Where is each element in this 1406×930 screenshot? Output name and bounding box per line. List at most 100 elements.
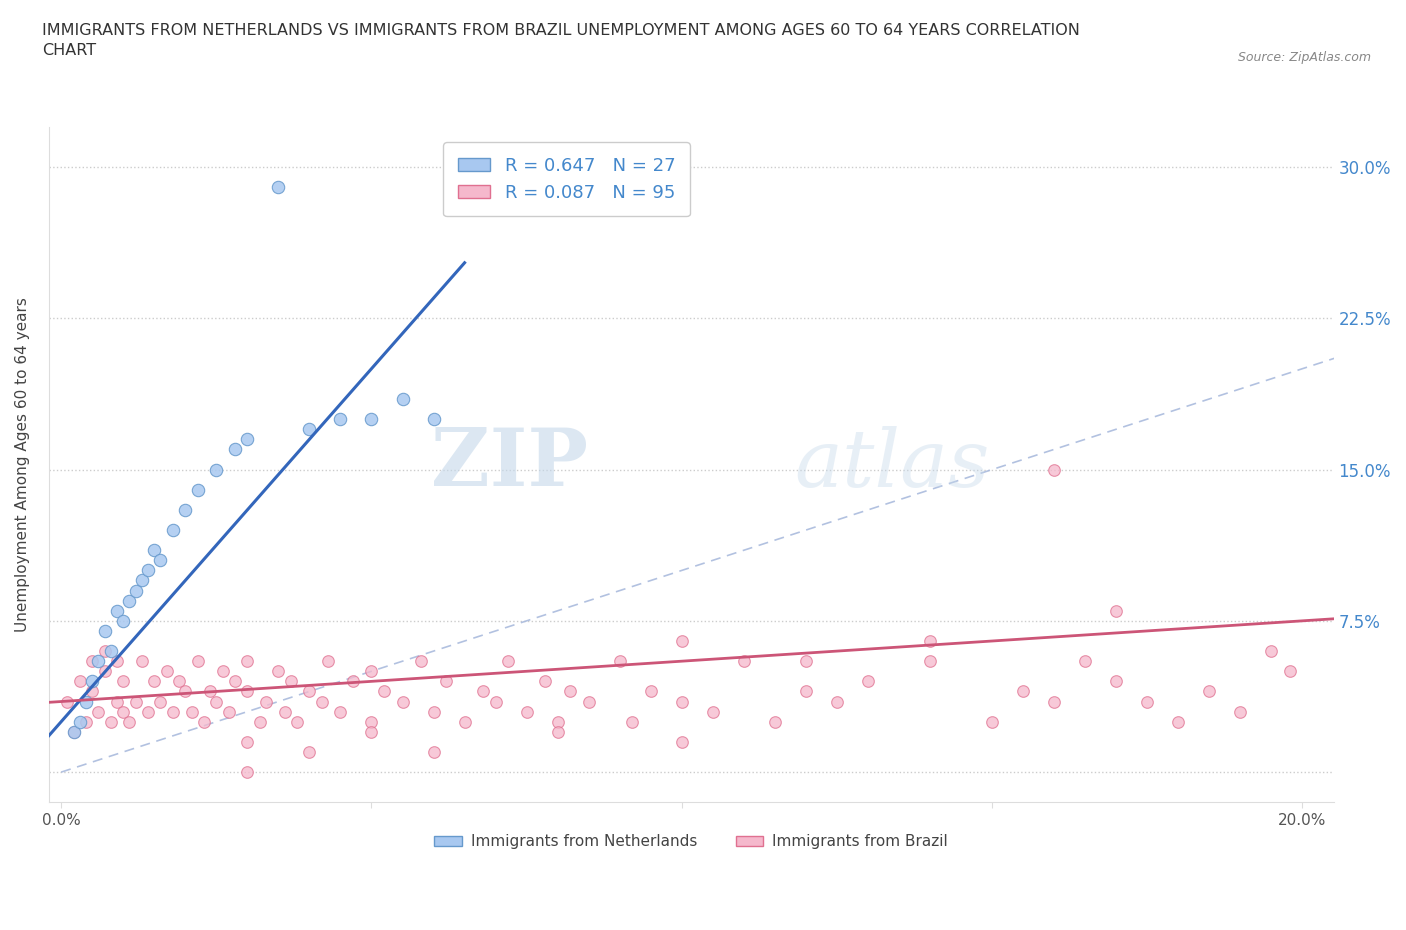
Point <box>236 654 259 669</box>
Point <box>920 654 942 669</box>
Point <box>267 179 290 194</box>
Point <box>112 614 135 629</box>
Point <box>249 714 271 729</box>
Point <box>671 633 693 648</box>
Point <box>254 694 277 709</box>
Text: Source: ZipAtlas.com: Source: ZipAtlas.com <box>1237 51 1371 64</box>
Point <box>280 674 302 689</box>
Point <box>920 633 942 648</box>
Point <box>558 684 581 698</box>
Point <box>267 664 290 679</box>
Point <box>1043 694 1066 709</box>
Point <box>329 704 352 719</box>
Point <box>143 543 166 558</box>
Point <box>609 654 631 669</box>
Point <box>422 412 444 427</box>
Point <box>149 694 172 709</box>
Point <box>640 684 662 698</box>
Point <box>93 664 115 679</box>
Point <box>342 674 364 689</box>
Point <box>198 684 221 698</box>
Point <box>1279 664 1302 679</box>
Point <box>187 483 209 498</box>
Point <box>534 674 557 689</box>
Y-axis label: Unemployment Among Ages 60 to 64 years: Unemployment Among Ages 60 to 64 years <box>15 297 30 631</box>
Point <box>329 412 352 427</box>
Point <box>236 735 259 750</box>
Point <box>733 654 755 669</box>
Point <box>391 392 413 406</box>
Point <box>1105 604 1128 618</box>
Point <box>156 664 179 679</box>
Point <box>702 704 724 719</box>
Point <box>131 654 153 669</box>
Text: atlas: atlas <box>794 426 990 503</box>
Point <box>311 694 333 709</box>
Point <box>856 674 879 689</box>
Point <box>93 623 115 638</box>
Point <box>56 694 79 709</box>
Point <box>149 552 172 567</box>
Point <box>273 704 295 719</box>
Point <box>112 704 135 719</box>
Legend: Immigrants from Netherlands, Immigrants from Brazil: Immigrants from Netherlands, Immigrants … <box>429 829 955 856</box>
Point <box>298 745 321 760</box>
Point <box>82 674 104 689</box>
Point <box>1136 694 1159 709</box>
Point <box>1198 684 1220 698</box>
Point <box>136 563 159 578</box>
Point <box>82 684 104 698</box>
Point <box>224 674 246 689</box>
Point <box>1167 714 1189 729</box>
Point <box>516 704 538 719</box>
Point <box>671 735 693 750</box>
Point <box>180 704 202 719</box>
Point <box>124 694 146 709</box>
Point <box>75 694 97 709</box>
Point <box>112 674 135 689</box>
Text: IMMIGRANTS FROM NETHERLANDS VS IMMIGRANTS FROM BRAZIL UNEMPLOYMENT AMONG AGES 60: IMMIGRANTS FROM NETHERLANDS VS IMMIGRANT… <box>42 23 1080 58</box>
Point <box>162 704 184 719</box>
Point <box>187 654 209 669</box>
Point <box>218 704 240 719</box>
Point <box>794 684 817 698</box>
Point <box>105 694 128 709</box>
Point <box>316 654 339 669</box>
Point <box>75 714 97 729</box>
Point <box>981 714 1004 729</box>
Point <box>1043 462 1066 477</box>
Point <box>105 604 128 618</box>
Point <box>825 694 848 709</box>
Point <box>671 694 693 709</box>
Point <box>547 714 569 729</box>
Text: ZIP: ZIP <box>432 426 588 503</box>
Point <box>174 502 197 517</box>
Point <box>360 664 382 679</box>
Point <box>69 714 91 729</box>
Point <box>93 644 115 658</box>
Point <box>1260 644 1282 658</box>
Point <box>485 694 508 709</box>
Point <box>360 412 382 427</box>
Point <box>472 684 495 698</box>
Point <box>69 674 91 689</box>
Point <box>124 583 146 598</box>
Point <box>205 694 228 709</box>
Point <box>118 593 141 608</box>
Point <box>136 704 159 719</box>
Point <box>62 724 84 739</box>
Point <box>621 714 644 729</box>
Point <box>224 442 246 457</box>
Point <box>87 704 110 719</box>
Point <box>105 654 128 669</box>
Point <box>1074 654 1097 669</box>
Point <box>298 421 321 436</box>
Point <box>298 684 321 698</box>
Point <box>193 714 215 729</box>
Point <box>211 664 233 679</box>
Point <box>82 654 104 669</box>
Point <box>453 714 475 729</box>
Point <box>236 432 259 446</box>
Point <box>422 704 444 719</box>
Point <box>87 654 110 669</box>
